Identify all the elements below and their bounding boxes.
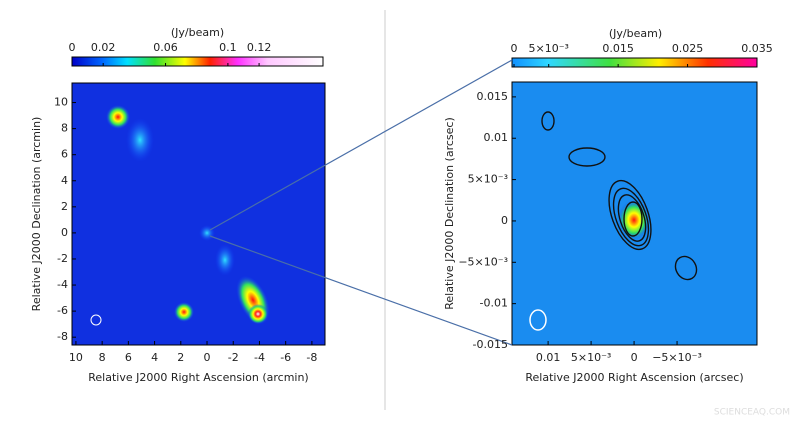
zoom-lines	[209, 59, 513, 346]
colorbar-label: (Jy/beam)	[171, 26, 224, 39]
y-tick-label: 8	[61, 122, 68, 135]
x-tick-label: −5×10⁻³	[652, 351, 702, 364]
x-tick-label: 4	[151, 351, 158, 364]
colorbar-tick-label: 0.02	[91, 41, 116, 54]
x-tick-label: 6	[125, 351, 132, 364]
colorbar-tick-label: 0	[69, 41, 76, 54]
y-axis-label: Relative J2000 Declination (arcsec)	[443, 117, 456, 309]
y-tick-label: -6	[57, 304, 68, 317]
colorbar-label: (Jy/beam)	[609, 27, 662, 40]
colorbar-tick-label: 0.015	[602, 42, 634, 55]
y-tick-label: 5×10⁻³	[468, 173, 508, 186]
y-tick-label: 6	[61, 148, 68, 161]
x-tick-label: 10	[69, 351, 83, 364]
y-tick-label: 2	[61, 200, 68, 213]
y-tick-label: 10	[54, 96, 68, 109]
colorbar-tick-label: 0.025	[672, 42, 704, 55]
y-tick-label: -4	[57, 278, 68, 291]
y-tick-label: 4	[61, 174, 68, 187]
colorbar-tick-label: 0	[511, 42, 518, 55]
y-tick-label: 0.01	[484, 131, 509, 144]
x-tick-label: 8	[99, 351, 106, 364]
x-tick-label: -8	[306, 351, 317, 364]
y-tick-label: −5×10⁻³	[458, 255, 508, 268]
y-axis-label: Relative J2000 Declination (arcmin)	[30, 117, 43, 312]
y-tick-label: 0	[501, 214, 508, 227]
y-tick-label: -2	[57, 252, 68, 265]
y-tick-label: 0	[61, 226, 68, 239]
x-tick-label: -6	[280, 351, 291, 364]
colorbar	[511, 57, 758, 68]
colorbar	[71, 56, 324, 67]
colorbar-tick-label: 0.06	[153, 41, 178, 54]
watermark: SCIENCEAQ.COM	[714, 408, 790, 418]
x-tick-label: -2	[228, 351, 239, 364]
y-tick-label: -0.01	[480, 297, 508, 310]
colorbar-tick-label: 0.12	[247, 41, 272, 54]
x-tick-label: 0	[204, 351, 211, 364]
y-tick-label: -0.015	[473, 338, 508, 351]
x-tick-label: 5×10⁻³	[571, 351, 611, 364]
y-tick-label: 0.015	[477, 90, 509, 103]
x-axis-label: Relative J2000 Right Ascension (arcmin)	[88, 371, 308, 384]
colorbar-tick-label: 0.035	[741, 42, 773, 55]
colorbar-tick-label: 5×10⁻³	[528, 42, 568, 55]
x-tick-label: 0	[631, 351, 638, 364]
x-tick-label: 2	[177, 351, 184, 364]
emission	[529, 111, 698, 331]
colorbar-tick-label: 0.1	[219, 41, 237, 54]
x-tick-label: -4	[254, 351, 265, 364]
x-tick-label: 0.01	[536, 351, 561, 364]
x-axis-label: Relative J2000 Right Ascension (arcsec)	[525, 371, 743, 384]
y-tick-label: -8	[57, 330, 68, 343]
